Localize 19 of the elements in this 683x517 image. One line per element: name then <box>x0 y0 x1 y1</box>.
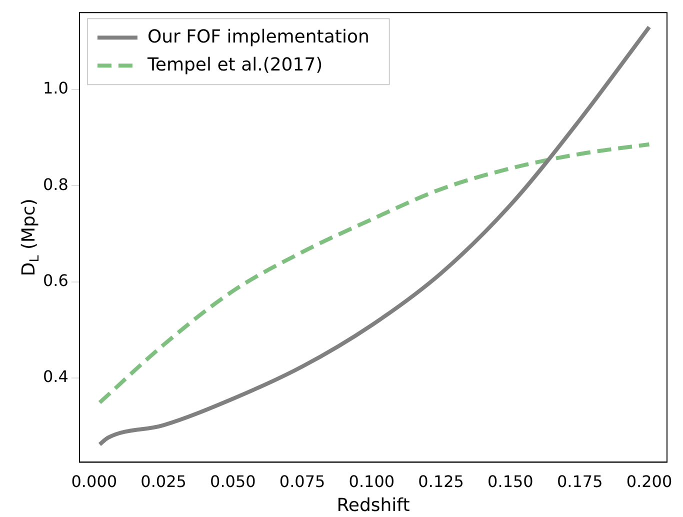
x-tick-label: 0.175 <box>556 472 603 491</box>
y-axis-title: DL (Mpc) <box>18 198 42 276</box>
legend-label: Our FOF implementation <box>147 26 370 48</box>
y-tick-label: 1.0 <box>42 78 68 98</box>
y-tick-label: 0.4 <box>42 367 68 386</box>
x-axis-title: Redshift <box>336 494 410 516</box>
x-tick-label: 0.100 <box>348 472 395 491</box>
y-tick-label: 0.6 <box>42 271 68 290</box>
line-series <box>98 25 652 446</box>
y-tick-label: 0.8 <box>42 174 68 194</box>
line-series <box>98 142 652 405</box>
x-tick-label: 0.125 <box>418 472 464 491</box>
x-tick-label: 0.000 <box>71 472 118 491</box>
x-tick-label: 0.200 <box>626 472 672 491</box>
x-tick-label: 0.025 <box>140 472 186 491</box>
x-tick-label: 0.050 <box>210 472 256 491</box>
x-tick-label: 0.075 <box>279 472 326 491</box>
x-tick-label: 0.150 <box>488 472 534 491</box>
legend-label: Tempel et al.(2017) <box>146 54 323 76</box>
